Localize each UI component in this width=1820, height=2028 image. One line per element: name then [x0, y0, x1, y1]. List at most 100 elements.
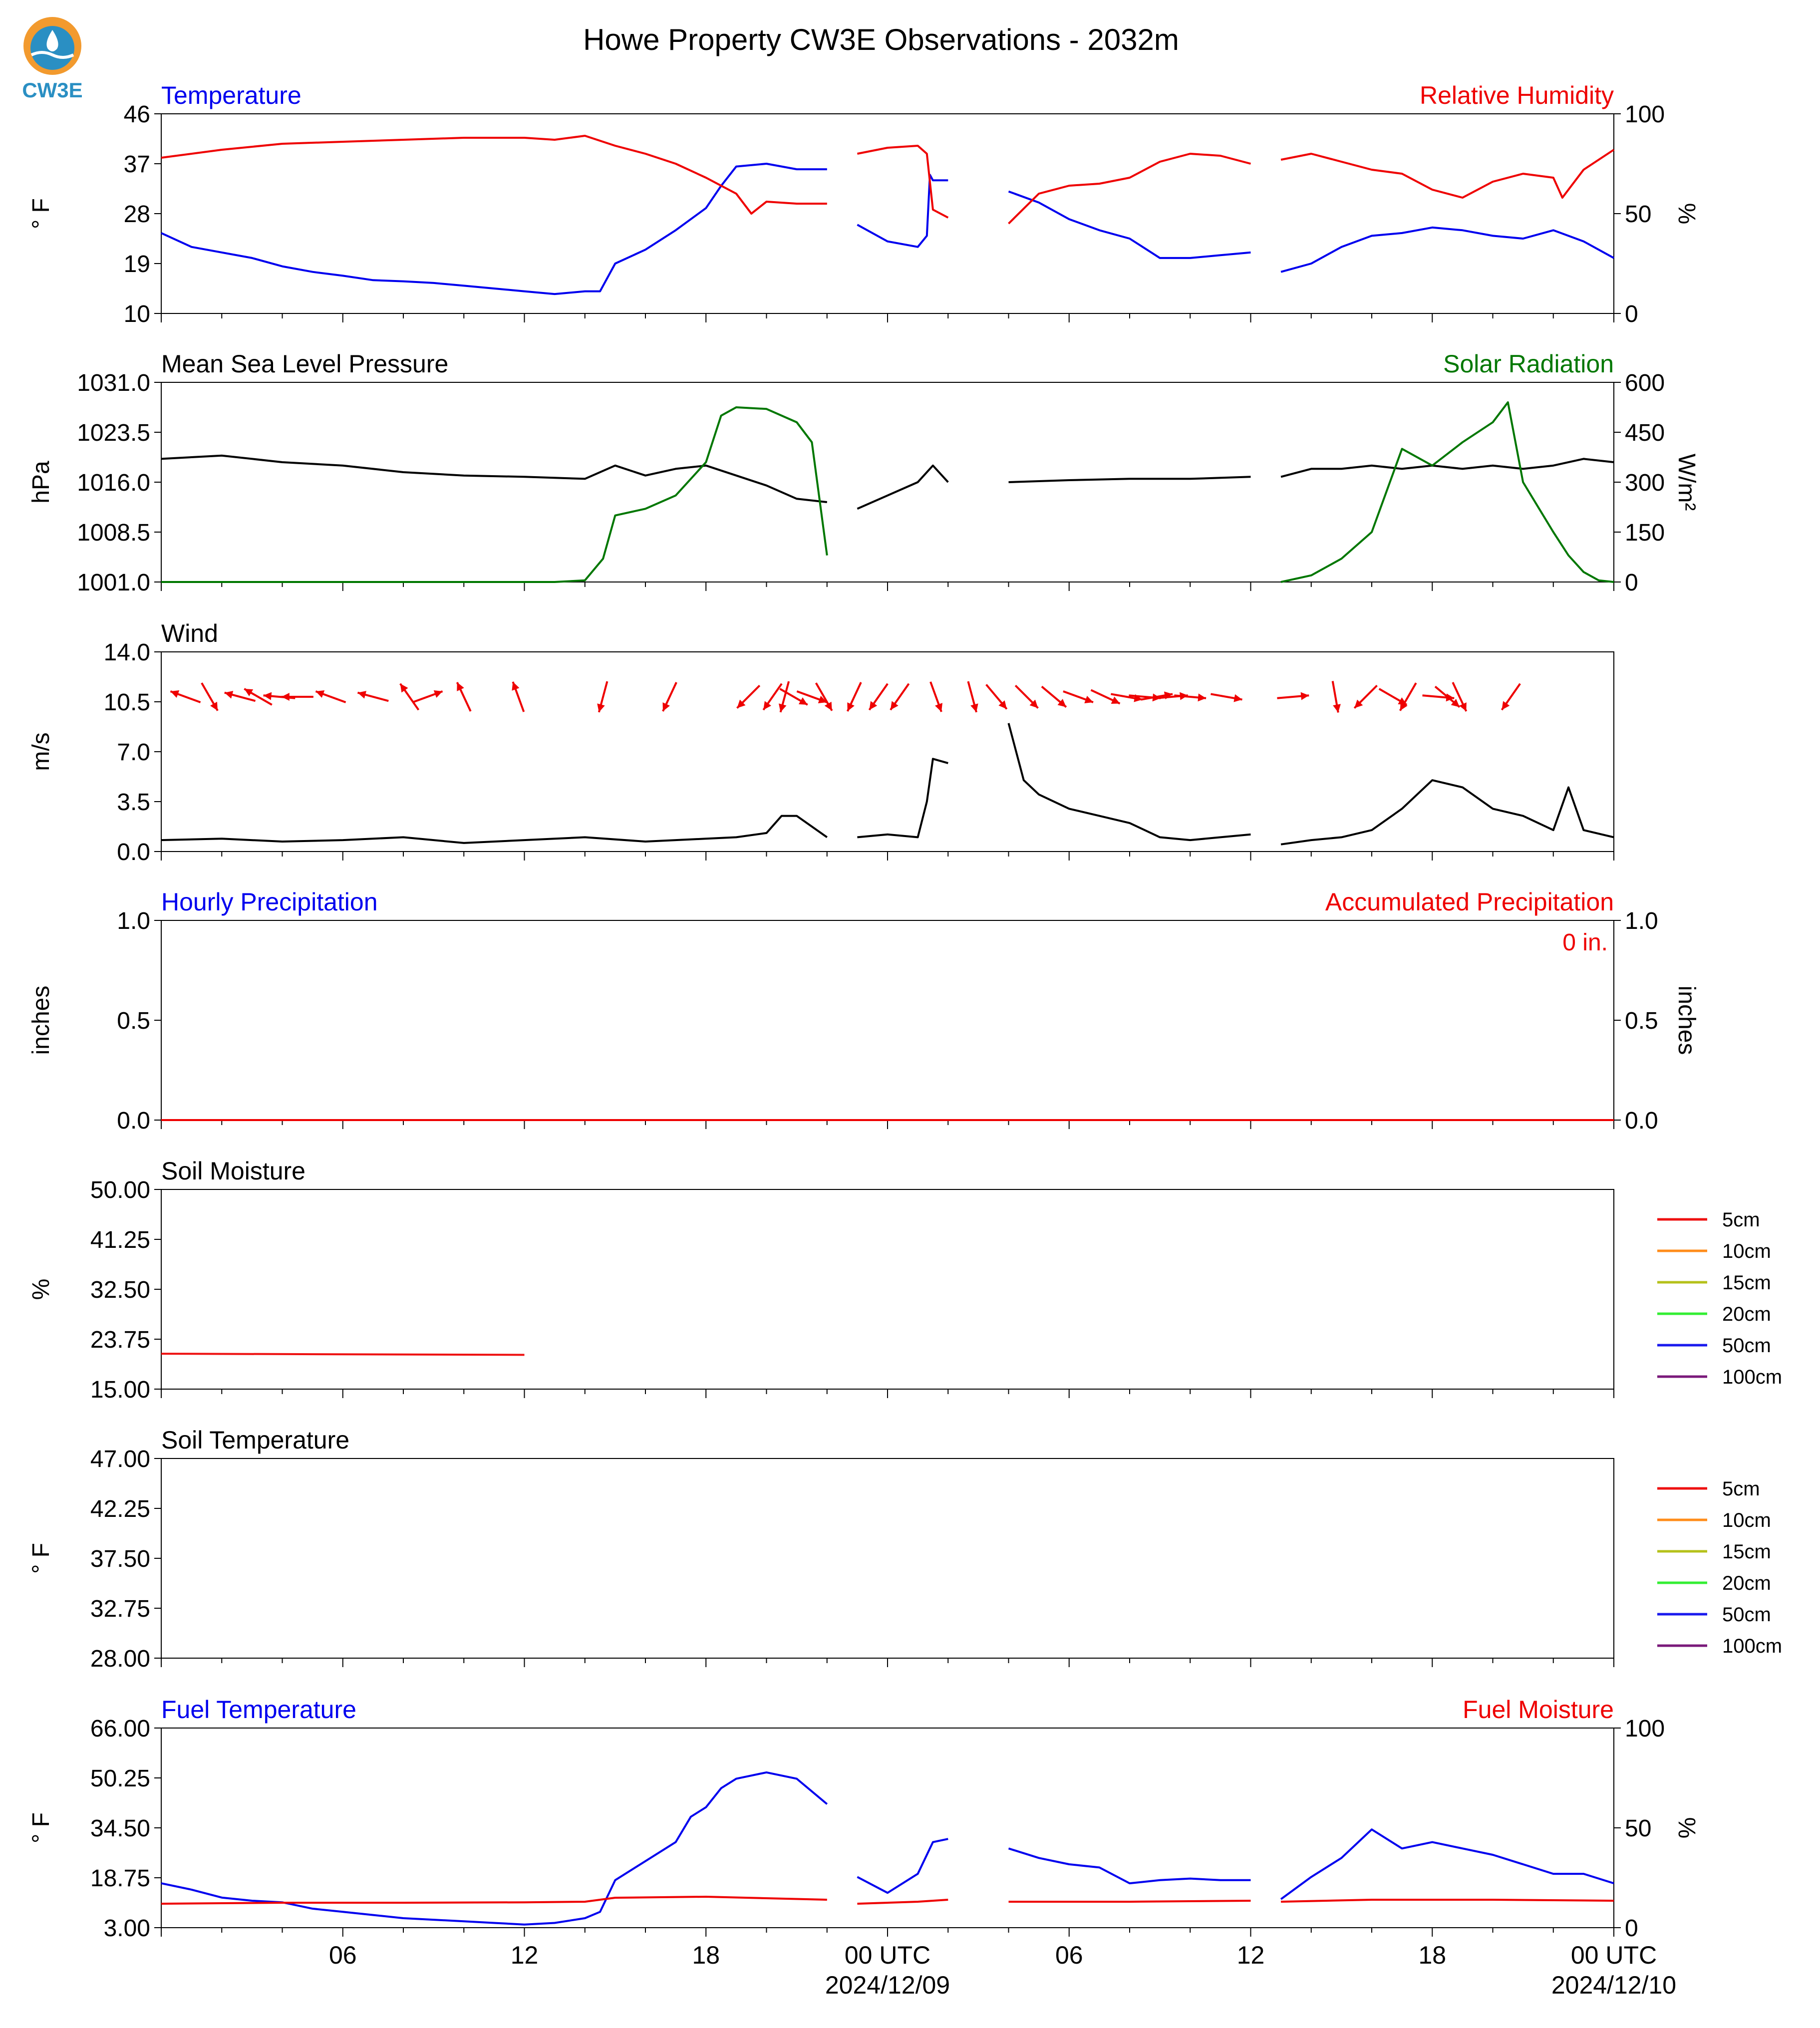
y-right-tick-label: 100	[1625, 1716, 1665, 1742]
y-tick-label: 1031.0	[77, 370, 150, 396]
wind-arrow	[1353, 684, 1378, 709]
panel-title-right: Relative Humidity	[1420, 81, 1614, 109]
y-right-tick-label: 0.5	[1625, 1008, 1658, 1034]
wind-arrow-head	[763, 701, 772, 710]
logo-drop-icon	[46, 30, 58, 51]
wind-arrow-head	[970, 703, 978, 712]
y-axis-label: ° F	[28, 198, 54, 229]
y-right-axis-label: %	[1673, 203, 1700, 225]
panel-5: 15.00 23.75 32.50 41.25 50.00 Soil Moisture% 5…	[28, 1157, 1782, 1403]
wind-arrow-head	[281, 693, 290, 701]
y-right-tick-label: 300	[1625, 470, 1665, 496]
wind-arrow	[985, 684, 1008, 710]
legend-label: 15cm	[1722, 1541, 1771, 1563]
y-tick-label: 28	[124, 201, 150, 228]
wind-arrow	[1501, 683, 1521, 711]
wind-arrow-head	[400, 683, 408, 693]
y-axis-label: hPa	[28, 461, 54, 504]
legend-label: 10cm	[1722, 1509, 1771, 1531]
y-axis-label: ° F	[28, 1543, 54, 1574]
legend-item: 10cm	[1657, 1509, 1771, 1531]
series-temperature-line	[857, 174, 948, 248]
wind-arrow	[412, 690, 443, 703]
y-tick-label: 37.50	[90, 1546, 150, 1572]
panel-title-right: Accumulated Precipitation	[1325, 888, 1614, 916]
wind-arrow	[281, 693, 313, 701]
wind-arrow-head	[512, 681, 520, 691]
wind-arrow-head	[737, 699, 746, 708]
panel-4: 0.0 0.5 1.0 0.0 0.5 1.0 Hourly Precipitation Ac…	[28, 888, 1700, 1134]
x-tick-label: 18	[692, 1941, 720, 1969]
y-tick-label: 1023.5	[77, 420, 150, 446]
series-fuel-moisture-line	[161, 1896, 827, 1905]
panel-3: 0.0 3.5 7.0 10.5 14.0 Wind m/s	[28, 619, 1614, 866]
y-tick-label: 14.0	[104, 639, 150, 666]
y-tick-label: 28.00	[90, 1646, 150, 1672]
wind-arrow-head	[1400, 701, 1408, 711]
wind-arrow	[868, 683, 889, 711]
legend-item: 20cm	[1657, 1572, 1771, 1594]
plot-frame	[161, 1728, 1614, 1928]
legend-item: 50cm	[1657, 1335, 1771, 1357]
legend-label: 100cm	[1722, 1635, 1782, 1657]
wind-arrow	[170, 690, 201, 703]
legend-item: 15cm	[1657, 1272, 1771, 1294]
legend-label: 50cm	[1722, 1335, 1771, 1357]
series-solar-radiation-line	[161, 406, 828, 583]
wind-arrow	[357, 691, 389, 702]
y-right-tick-label: 0.0	[1625, 1108, 1658, 1134]
wind-arrow	[512, 681, 525, 712]
wind-arrow	[597, 681, 608, 713]
wind-arrow-head	[433, 690, 443, 698]
plot-frame	[161, 920, 1614, 1121]
y-right-tick-label: 0	[1625, 1915, 1638, 1942]
wind-arrow-head	[1354, 699, 1363, 708]
wind-arrow	[1399, 682, 1417, 711]
y-tick-label: 15.00	[90, 1377, 150, 1403]
series-wind-speed-line	[857, 758, 948, 839]
legend-item: 50cm	[1657, 1604, 1771, 1626]
wind-arrow-head	[1451, 699, 1460, 707]
legend-label: 20cm	[1722, 1572, 1771, 1594]
series-solar-radiation-line	[1280, 401, 1614, 583]
wind-arrow-head	[1198, 693, 1207, 702]
logo-wave	[30, 51, 74, 59]
wind-arrow-head	[210, 701, 218, 711]
wind-arrow-head	[1029, 699, 1038, 708]
y-tick-label: 18.75	[90, 1865, 150, 1892]
y-right-tick-label: 0	[1625, 301, 1638, 327]
panel-title: Mean Sea Level Pressure	[161, 350, 448, 378]
wind-arrow-head	[1446, 693, 1455, 702]
wind-arrow-head	[998, 700, 1007, 709]
x-tick-label: 06	[329, 1941, 357, 1969]
x-tick-label: 06	[1055, 1941, 1083, 1969]
plot-frame	[161, 382, 1614, 582]
legend-item: 15cm	[1657, 1541, 1771, 1563]
series-relative-humidity-line	[1008, 153, 1251, 225]
wind-arrow	[1014, 684, 1039, 709]
wind-arrow	[244, 688, 273, 706]
y-tick-label: 1008.5	[77, 520, 150, 546]
wind-arrow	[1041, 685, 1067, 708]
wind-arrow	[762, 683, 783, 711]
legend-label: 15cm	[1722, 1272, 1771, 1294]
series-mean-sea-level-pressure-line	[1280, 458, 1614, 478]
wind-arrow-head	[1459, 702, 1467, 712]
series-5cm-line	[161, 1353, 525, 1356]
accumulated-total: 0 in.	[1562, 929, 1608, 956]
panel-title: Hourly Precipitation	[161, 888, 378, 916]
wind-arrow-head	[890, 701, 899, 710]
series-wind-speed-line	[1280, 779, 1614, 846]
plot-frame	[161, 113, 1614, 314]
wind-arrow-head	[869, 701, 878, 710]
legend-label: 100cm	[1722, 1366, 1782, 1388]
series-temperature-line	[1008, 190, 1251, 259]
wind-arrow-head	[824, 701, 832, 711]
y-tick-label: 1016.0	[77, 470, 150, 496]
wind-arrow	[779, 688, 808, 706]
y-tick-label: 7.0	[117, 739, 150, 766]
y-tick-label: 23.75	[90, 1327, 150, 1353]
panel-title-right: Fuel Moisture	[1463, 1696, 1614, 1724]
